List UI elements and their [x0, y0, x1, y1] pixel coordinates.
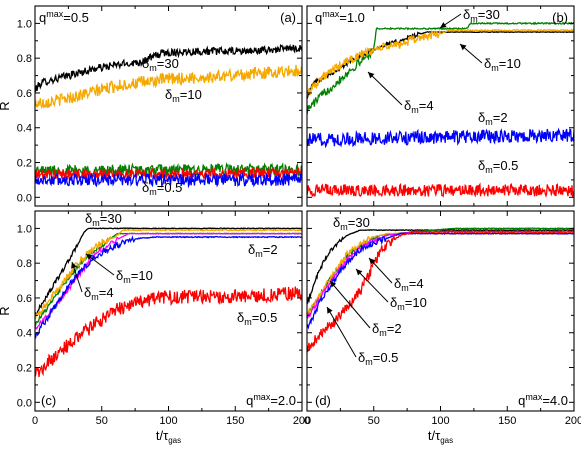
series-line-m0.5 — [307, 229, 574, 353]
y-tick-label: 0.4 — [17, 328, 32, 340]
series-line-m10 — [307, 28, 574, 97]
panel-d: 0 50 100 150 200 t/τgas (d) qmax=4.0 δm=30 δm=4 δm… — [304, 210, 581, 445]
y-tick-label: 0.8 — [17, 53, 32, 65]
y-tick-label: 0.6 — [17, 88, 32, 100]
series-line-m2 — [307, 232, 574, 330]
x-tick-label: 150 — [226, 415, 244, 427]
annotation-arrow — [326, 306, 357, 358]
series-annotation: δm=10 — [165, 87, 202, 104]
series-line-unlabeled-1 — [307, 21, 574, 115]
series-line-m2 — [307, 127, 574, 149]
series-line-m0.5 — [35, 286, 302, 378]
plot-frame — [306, 5, 575, 207]
y-axis-label: R̃ — [0, 101, 12, 110]
annotation-arrowhead — [356, 269, 363, 276]
series-line-unlabeled-3 — [35, 166, 302, 181]
x-axis-label: t/τgas — [428, 428, 453, 445]
x-tick-label: 150 — [498, 415, 516, 427]
annotation-arrowhead — [327, 307, 333, 314]
y-tick-label: 1.0 — [17, 223, 32, 235]
series-group — [307, 227, 574, 353]
x-tick-label: 50 — [368, 415, 380, 427]
qmax-label: qmax=2.0 — [246, 392, 296, 408]
y-tick-label: 0.0 — [17, 397, 32, 409]
series-annotation: δm=4 — [84, 285, 114, 302]
series-line-m0.5 — [35, 171, 302, 189]
plot-frame — [306, 210, 575, 412]
x-tick-label: 50 — [96, 415, 108, 427]
x-tick-label: 200 — [293, 415, 311, 427]
x-tick-label: 100 — [159, 415, 177, 427]
series-annotation: δm=30 — [333, 215, 370, 232]
x-tick-label: 0 — [32, 415, 38, 427]
series-group — [307, 21, 574, 199]
series-line-m10 — [307, 232, 574, 317]
panel-label: (d) — [315, 393, 331, 408]
series-annotation: δm=2 — [478, 110, 508, 127]
series-line-m10 — [35, 64, 302, 110]
panel-a: 0.0 0.2 0.4 0.6 0.8 1.0 R̃ (a) qmax=0.5 δm=30 δm=1… — [0, 5, 303, 207]
qmax-label: qmax=4.0 — [518, 392, 568, 408]
y-tick-label: 0.2 — [17, 158, 32, 170]
series-annotation: δm=0.5 — [478, 158, 518, 175]
annotation-arrow — [355, 268, 389, 303]
series-annotation: δm=4 — [404, 98, 434, 115]
series-annotation: δm=30 — [142, 56, 179, 73]
panel-b: (b) qmax=1.0 δm=30 δm=4 δm=10 δm=2 δm=0.5 — [306, 5, 575, 207]
series-annotation: δm=0.5 — [358, 350, 398, 367]
y-axis-label: R̃ — [0, 306, 12, 315]
series-line-m30 — [307, 228, 574, 305]
series-annotation: δm=2 — [372, 321, 402, 338]
series-line-m30 — [35, 227, 302, 316]
series-annotation: δm=10 — [116, 268, 153, 285]
series-annotation: δm=2 — [248, 242, 278, 259]
annotation-arrowhead — [86, 254, 93, 260]
y-tick-label: 0.4 — [17, 123, 32, 135]
x-axis-label: t/τgas — [156, 428, 181, 445]
series-line-m0.5 — [307, 182, 574, 199]
y-tick-label: 0.8 — [17, 258, 32, 270]
annotation-arrowhead — [440, 22, 447, 28]
annotation-arrow — [329, 280, 371, 329]
qmax-label: qmax=1.0 — [315, 9, 365, 25]
annotation-arrow — [367, 71, 403, 106]
annotation-arrowhead — [460, 44, 467, 51]
series-annotation: δm=10 — [484, 56, 521, 73]
series-annotation: δm=10 — [390, 295, 427, 312]
panel-label: (a) — [280, 10, 296, 25]
panel-label: (c) — [41, 393, 56, 408]
series-line-m10 — [35, 228, 302, 320]
annotation-arrowhead — [368, 72, 375, 79]
series-annotation: δm=30 — [463, 7, 500, 24]
x-tick-label: 100 — [431, 415, 449, 427]
series-line-unlabeled-1 — [307, 227, 574, 316]
x-tick-label: 200 — [565, 415, 581, 427]
panel-c: 0 50 100 150 200 0.0 0.2 0.4 0.6 0.8 1.0 R̃ t/τgas (c… — [0, 210, 311, 445]
series-line-m30 — [307, 30, 574, 99]
series-group — [35, 227, 302, 378]
series-line-m2 — [35, 235, 302, 339]
annotation-arrowhead — [369, 258, 376, 265]
y-tick-label: 1.0 — [17, 18, 32, 30]
series-annotation: δm=30 — [85, 211, 122, 228]
y-tick-label: 0.0 — [17, 192, 32, 204]
annotation-arrowhead — [71, 262, 77, 269]
panel-label: (b) — [552, 10, 568, 25]
series-group — [35, 43, 302, 189]
y-tick-label: 0.6 — [17, 293, 32, 305]
series-annotation: δm=4 — [394, 276, 424, 293]
series-annotation: δm=0.5 — [237, 310, 277, 327]
series-annotation: δm=0.5 — [142, 180, 182, 197]
qmax-label: qmax=0.5 — [39, 9, 89, 25]
annotation-arrowhead — [330, 281, 337, 288]
x-tick-label: 0 — [304, 415, 310, 427]
y-tick-label: 0.2 — [17, 363, 32, 375]
series-line-m30 — [35, 43, 302, 93]
